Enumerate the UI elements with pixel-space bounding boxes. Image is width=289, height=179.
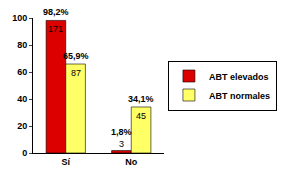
svg-text:40: 40 bbox=[17, 94, 27, 104]
svg-text:100: 100 bbox=[12, 13, 27, 23]
svg-text:ABT normales: ABT normales bbox=[209, 91, 270, 101]
svg-text:80: 80 bbox=[17, 40, 27, 50]
svg-text:65,9%: 65,9% bbox=[63, 51, 89, 61]
svg-text:3: 3 bbox=[119, 139, 124, 149]
svg-text:20: 20 bbox=[17, 121, 27, 131]
svg-text:45: 45 bbox=[136, 111, 146, 121]
svg-text:34,1%: 34,1% bbox=[128, 94, 154, 104]
svg-text:171: 171 bbox=[48, 24, 63, 34]
svg-text:87: 87 bbox=[71, 68, 81, 78]
svg-text:ABT elevados: ABT elevados bbox=[209, 72, 269, 82]
svg-text:1,8%: 1,8% bbox=[111, 127, 132, 137]
svg-text:60: 60 bbox=[17, 67, 27, 77]
svg-text:Sí: Sí bbox=[61, 157, 70, 167]
svg-text:0: 0 bbox=[22, 148, 27, 158]
svg-text:No: No bbox=[125, 157, 137, 167]
svg-text:98,2%: 98,2% bbox=[43, 7, 69, 17]
